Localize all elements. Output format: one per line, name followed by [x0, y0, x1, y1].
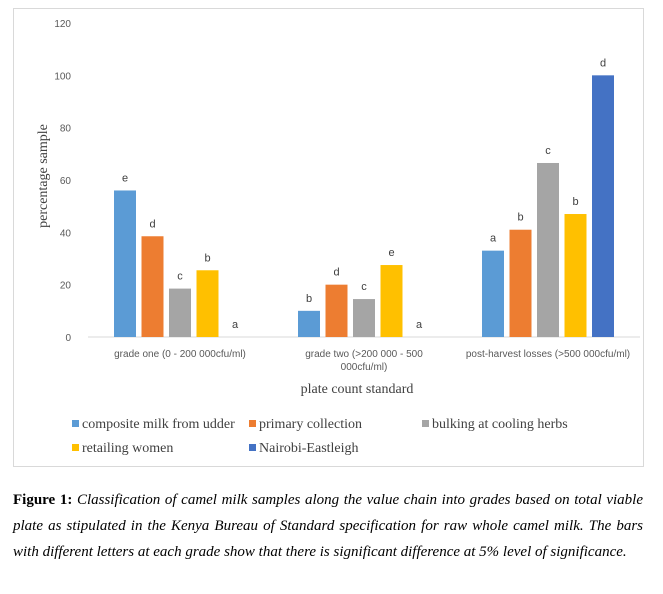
bar	[482, 250, 504, 337]
significance-label: a	[416, 319, 423, 331]
bar	[537, 162, 559, 337]
significance-label: d	[333, 267, 339, 279]
bar	[353, 299, 375, 337]
y-tick-label: 120	[54, 19, 71, 30]
x-tick-label: 000cfu/ml)	[341, 362, 388, 373]
significance-label: d	[149, 218, 155, 230]
bars	[114, 75, 614, 337]
significance-label: c	[177, 271, 183, 283]
significance-label: a	[232, 319, 239, 331]
bar	[196, 270, 219, 337]
bar	[114, 190, 136, 337]
significance-label: e	[122, 172, 128, 184]
bar	[509, 229, 532, 337]
bar	[564, 214, 587, 337]
significance-label: b	[572, 196, 578, 208]
legend-swatch	[72, 420, 79, 427]
bar	[592, 75, 614, 337]
y-axis-ticks: 0 20 40 60 80 100 120	[54, 19, 71, 344]
bar	[380, 265, 403, 337]
x-tick-label: post-harvest losses (>500 000cfu/ml)	[466, 349, 630, 360]
significance-label: e	[388, 247, 394, 259]
y-tick-label: 20	[60, 281, 72, 292]
significance-label: b	[306, 293, 312, 305]
y-tick-label: 40	[60, 228, 72, 239]
significance-label: b	[517, 212, 523, 224]
legend-swatch	[72, 444, 79, 451]
legend-swatch	[422, 420, 429, 427]
y-tick-label: 60	[60, 176, 72, 187]
x-tick-label: grade one (0 - 200 000cfu/ml)	[114, 349, 246, 360]
bar	[298, 310, 320, 337]
significance-labels: e d c b a b d c e a a b c b d	[122, 57, 606, 331]
significance-label: c	[361, 281, 367, 293]
significance-label: a	[490, 233, 497, 245]
y-axis-title: percentage sample	[36, 124, 51, 228]
chart-frame: 0 20 40 60 80 100 120 e d c b a b d c e a a b c b d grade on…	[13, 8, 644, 467]
bar	[169, 288, 191, 337]
x-axis-title: plate count standard	[301, 382, 414, 397]
caption-text: Classification of camel milk samples alo…	[13, 492, 643, 560]
y-tick-label: 100	[54, 71, 71, 82]
legend-swatch	[249, 444, 256, 451]
caption-label: Figure 1:	[13, 492, 73, 508]
significance-label: d	[600, 57, 606, 69]
significance-label: c	[545, 145, 551, 157]
y-tick-label: 0	[65, 333, 71, 344]
legend-label: composite milk from udder	[82, 417, 235, 432]
x-tick-label: grade two (>200 000 - 500	[305, 349, 423, 360]
bar	[141, 236, 164, 337]
figure-caption: Figure 1: Classification of camel milk s…	[13, 487, 643, 565]
legend-label: primary collection	[259, 417, 362, 432]
legend-swatch	[249, 420, 256, 427]
bar	[325, 284, 348, 337]
legend-label: bulking at cooling herbs	[432, 417, 568, 432]
legend: composite milk from udder primary collect…	[72, 417, 568, 456]
bar-chart: 0 20 40 60 80 100 120 e d c b a b d c e a a b c b d grade on…	[36, 19, 640, 456]
y-tick-label: 80	[60, 124, 72, 135]
legend-label: Nairobi-Eastleigh	[259, 441, 359, 456]
significance-label: b	[204, 252, 210, 264]
category-labels: grade one (0 - 200 000cfu/ml) grade two (…	[114, 349, 630, 373]
legend-label: retailing women	[82, 441, 173, 456]
